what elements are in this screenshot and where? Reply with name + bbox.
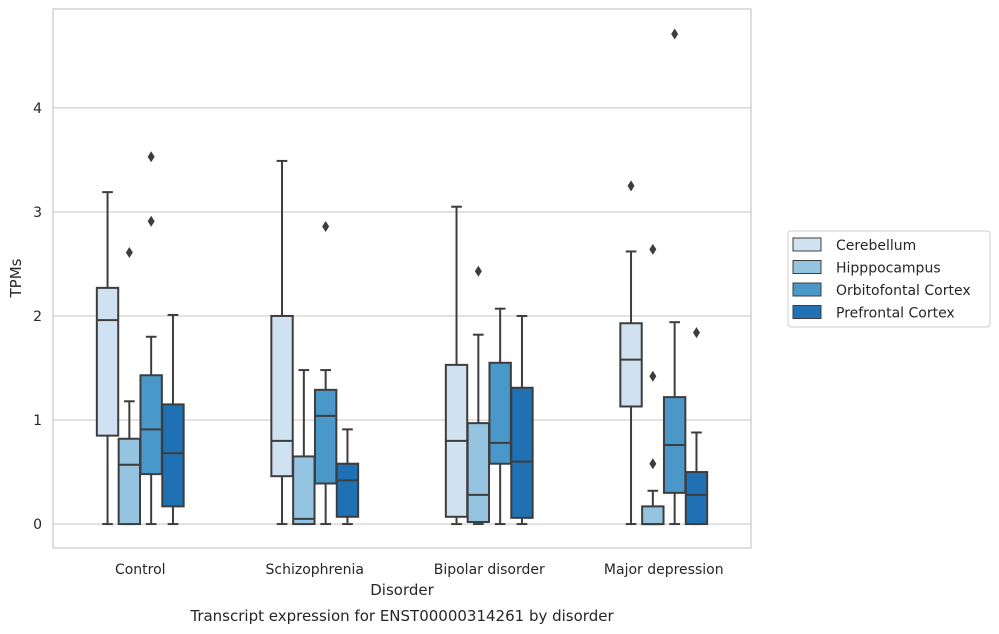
outlier-point: [649, 370, 657, 382]
outlier-point: [147, 215, 155, 227]
box-major-depression-orbitofontal-cortex: [662, 28, 687, 526]
box-schizophrenia-orbitofontal-cortex: [313, 220, 338, 526]
legend-label: Cerebellum: [836, 238, 916, 254]
outlier-point: [147, 151, 155, 163]
outlier-point: [649, 458, 657, 470]
box-body: [641, 505, 665, 526]
outlier-point: [125, 246, 133, 258]
y-tick-label: 2: [33, 309, 42, 325]
legend-swatch: [792, 260, 822, 274]
box-body: [161, 403, 185, 508]
box-schizophrenia-hipppocampus: [292, 369, 316, 526]
plot-frame: [52, 8, 752, 549]
box-major-depression-prefrontal-cortex: [684, 327, 709, 526]
box-body: [684, 471, 709, 526]
box-body: [95, 286, 120, 437]
box-schizophrenia-cerebellum: [270, 159, 294, 526]
box-bipolar-disorder-cerebellum: [444, 205, 469, 526]
y-tick-label: 0: [33, 517, 42, 533]
legend-label: Prefrontal Cortex: [836, 306, 955, 322]
box-control-cerebellum: [95, 191, 120, 526]
y-axis-ticks: 0 1 2 3 4: [33, 101, 42, 533]
box-body: [335, 462, 360, 518]
legend-items: Cerebellum Hipppocampus Orbitofontal Corte…: [792, 237, 971, 322]
x-tick-label: Schizophrenia: [266, 562, 364, 578]
box-body: [292, 455, 316, 526]
box-control-prefrontal-cortex: [161, 313, 185, 526]
outlier-point: [627, 180, 635, 192]
legend-swatch: [792, 305, 822, 319]
x-axis-title: Disorder: [370, 581, 434, 599]
box-body: [466, 422, 491, 523]
y-axis-title: TPMs: [7, 258, 25, 298]
outlier-point: [671, 28, 679, 40]
legend-swatch: [792, 237, 822, 252]
y-tick-label: 1: [33, 413, 42, 429]
box-bipolar-disorder-prefrontal-cortex: [510, 314, 534, 526]
outlier-point: [322, 220, 330, 232]
x-tick-label: Bipolar disorder: [434, 562, 545, 578]
box-body: [139, 374, 163, 476]
outlier-point: [474, 265, 482, 277]
legend-frame: [787, 230, 991, 328]
x-tick-label: Major depression: [604, 562, 724, 578]
box-body: [510, 386, 534, 519]
box-body: [117, 437, 142, 526]
box-body: [619, 322, 643, 408]
x-tick-label: Control: [115, 562, 166, 578]
box-bipolar-disorder-hipppocampus: [466, 265, 491, 526]
y-tick-label: 4: [33, 101, 42, 117]
box-body: [270, 314, 294, 478]
outlier-point: [692, 327, 700, 339]
box-body: [488, 361, 512, 465]
box-plot-marks: [95, 28, 709, 526]
box-schizophrenia-prefrontal-cortex: [335, 428, 360, 526]
legend: Cerebellum Hipppocampus Orbitofontal Corte…: [787, 230, 991, 328]
y-tick-label: 3: [33, 205, 42, 221]
legend-label: Hipppocampus: [836, 261, 941, 277]
box-bipolar-disorder-orbitofontal-cortex: [488, 307, 512, 526]
box-control-hipppocampus: [117, 246, 142, 526]
box-major-depression-cerebellum: [619, 180, 643, 526]
outlier-point: [649, 243, 657, 255]
x-axis-ticks: Control Schizophrenia Bipolar disorder Majo…: [115, 562, 724, 578]
box-control-orbitofontal-cortex: [139, 151, 163, 526]
box-body: [313, 388, 338, 485]
legend-label: Orbitofontal Cortex: [836, 283, 971, 299]
legend-swatch: [792, 282, 822, 297]
box-major-depression-hipppocampus: [641, 243, 665, 526]
figure-caption: Transcript expression for ENST0000031426…: [189, 607, 614, 625]
